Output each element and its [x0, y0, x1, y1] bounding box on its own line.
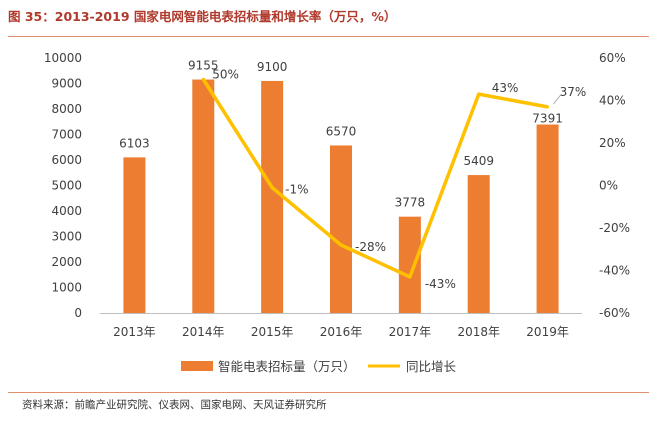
- growth-point-2017年: [408, 275, 412, 279]
- bar-2014年: [192, 79, 215, 313]
- y-left-tick-label: 3000: [51, 230, 82, 244]
- y-right-tick-label: -20%: [599, 221, 630, 235]
- y-right-tick-label: 0%: [599, 179, 618, 193]
- growth-point-2019年: [546, 105, 550, 109]
- bar-value-label: 3778: [395, 196, 426, 210]
- y-left-tick-label: 9000: [51, 77, 82, 91]
- x-tick-label: 2019年: [526, 325, 569, 339]
- y-left-tick-label: 6000: [51, 153, 82, 167]
- growth-value-label: 50%: [212, 67, 239, 81]
- growth-value-label: 43%: [492, 81, 519, 95]
- growth-value-label: -28%: [355, 240, 386, 254]
- y-right-tick-label: 60%: [599, 51, 626, 65]
- bar-value-label: 7391: [532, 112, 563, 126]
- growth-line: [201, 78, 548, 279]
- x-tick-label: 2013年: [113, 325, 156, 339]
- bar-2016年: [330, 145, 352, 313]
- bar-2019年: [536, 124, 559, 313]
- bar-value-label: 6570: [326, 124, 357, 138]
- y-left-tick-label: 10000: [44, 51, 82, 65]
- growth-value-label: 37%: [560, 85, 587, 99]
- source-note: 资料来源：前瞻产业研究院、仪表网、国家电网、天风证券研究所: [22, 399, 327, 411]
- growth-point-2016年: [339, 243, 343, 247]
- y-left-tick-label: 4000: [51, 204, 82, 218]
- y-left-tick-label: 5000: [51, 179, 82, 193]
- title-divider: [8, 36, 649, 37]
- x-tick-label: 2017年: [389, 325, 432, 339]
- x-tick-label: 2016年: [320, 325, 363, 339]
- y-left-tick-label: 0: [74, 306, 82, 320]
- y-right-tick-label: -60%: [599, 306, 630, 320]
- bar-value-label: 9100: [257, 60, 288, 74]
- bar-2015年: [261, 80, 284, 313]
- x-tick-label: 2018年: [457, 325, 500, 339]
- growth-point-2014年: [201, 77, 205, 81]
- x-tick-label: 2015年: [251, 325, 294, 339]
- growth-value-label: -43%: [425, 277, 456, 291]
- y-left-tick-label: 1000: [51, 281, 82, 295]
- growth-value-label: -1%: [285, 183, 308, 197]
- footer-divider: [8, 392, 649, 393]
- y-left-tick-label: 8000: [51, 102, 82, 116]
- growth-point-2015年: [270, 186, 274, 190]
- bar-value-label: 6103: [119, 136, 150, 150]
- bar-value-label: 5409: [463, 154, 494, 168]
- legend-label-line: 同比增长: [406, 359, 457, 374]
- y-left-tick-label: 2000: [51, 255, 82, 269]
- bar-2018年: [467, 175, 490, 313]
- bar-2017年: [398, 216, 421, 313]
- bar-value-label: 9155: [188, 59, 219, 73]
- legend-label-bars: 智能电表招标量（万只）: [218, 359, 356, 374]
- label-leader-line: [553, 93, 562, 105]
- bar-2013年: [123, 157, 146, 313]
- legend-swatch-bars: [181, 361, 213, 371]
- figure-title: 图 35：2013-2019 国家电网智能电表招标量和增长率（万只，%）: [8, 9, 397, 24]
- y-right-tick-label: 20%: [599, 136, 626, 150]
- y-right-tick-label: 40%: [599, 94, 626, 108]
- y-right-tick-label: -40%: [599, 264, 630, 278]
- y-left-tick-label: 7000: [51, 128, 82, 142]
- x-tick-label: 2014年: [182, 325, 225, 339]
- growth-point-2018年: [477, 92, 481, 96]
